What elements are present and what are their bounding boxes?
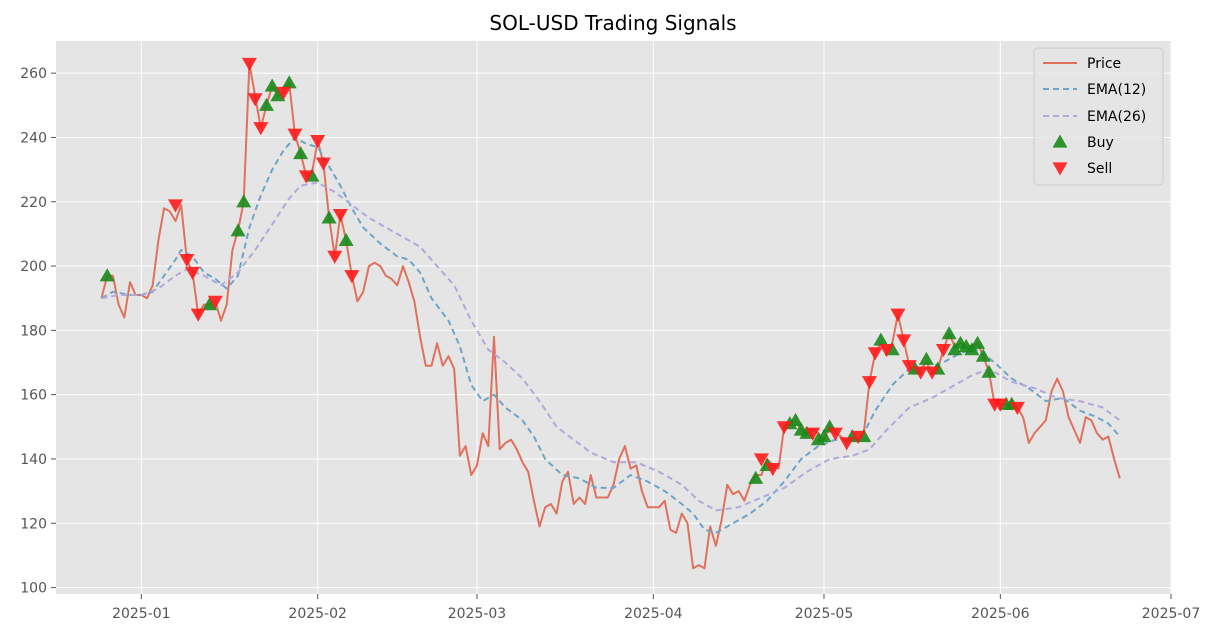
legend: Price EMA(12) EMA(26) Buy Sell: [1033, 47, 1164, 186]
sell-signal-marker: [913, 366, 929, 380]
x-tick-label: 2025-07: [1142, 606, 1201, 622]
sell-signal-marker: [253, 122, 269, 136]
sell-signal-marker: [167, 199, 183, 213]
sell-signal-marker: [190, 308, 206, 322]
sell-signal-marker: [776, 421, 792, 435]
legend-label: Sell: [1087, 161, 1112, 177]
sell-signal-marker: [901, 360, 917, 374]
legend-label: EMA(12): [1087, 82, 1146, 98]
sell-signal-marker: [765, 462, 781, 477]
buy-signal-marker: [816, 428, 832, 443]
x-tick-label: 2025-03: [448, 606, 507, 622]
y-tick-label: 220: [20, 195, 47, 211]
sell-signal-marker: [839, 437, 855, 451]
sell-signal-marker: [298, 170, 314, 184]
buy-signal-marker: [321, 210, 337, 224]
y-tick-label: 100: [20, 581, 47, 597]
legend-swatch-sell: [1052, 162, 1068, 176]
y-tick-label: 160: [20, 388, 47, 404]
legend-label: EMA(26): [1087, 109, 1146, 125]
x-tick-label: 2025-05: [795, 606, 854, 622]
chart-title: SOL-USD Trading Signals: [489, 11, 736, 35]
y-axis: 100 120 140 160 180 200 220 240 260: [20, 66, 56, 597]
legend-swatch-buy: [1052, 134, 1068, 148]
x-tick-label: 2025-04: [624, 606, 683, 622]
buy-signal-marker: [338, 232, 354, 246]
sell-signal-marker: [310, 135, 326, 149]
buy-signal-marker: [281, 75, 297, 89]
sell-signal-marker: [276, 86, 292, 100]
sell-signal-marker: [753, 453, 769, 467]
sell-signal-marker: [935, 344, 951, 358]
ema26-line: [101, 181, 1121, 512]
sell-signal-marker: [207, 295, 223, 309]
sell-signal-marker: [879, 344, 895, 358]
x-tick-label: 2025-06: [971, 606, 1030, 622]
sell-signal-marker: [896, 334, 912, 348]
y-tick-label: 200: [20, 259, 47, 275]
sell-signal-marker: [332, 208, 348, 223]
sell-signal-marker: [861, 376, 877, 390]
y-tick-label: 260: [20, 66, 47, 82]
y-tick-label: 180: [20, 323, 47, 339]
sell-signal-marker: [287, 128, 303, 142]
y-tick-label: 120: [20, 516, 47, 532]
buy-signal-marker: [970, 335, 986, 349]
sell-signal-marker: [247, 93, 263, 107]
buy-signal-marker: [975, 348, 991, 362]
buy-signal-marker: [264, 78, 280, 92]
sell-signal-marker: [327, 250, 343, 264]
sell-signal-marker: [924, 366, 940, 380]
sell-signal-marker: [992, 398, 1008, 412]
sell-signal-marker: [890, 308, 906, 322]
plot-area: [56, 41, 1171, 594]
buy-signal-marker: [236, 194, 252, 208]
sell-signal-marker: [867, 347, 883, 361]
buy-signal-marker: [99, 268, 115, 282]
x-tick-label: 2025-01: [112, 606, 171, 622]
ema12-line: [101, 136, 1121, 534]
sell-signal-marker: [805, 427, 821, 441]
sell-signal-marker: [827, 427, 843, 441]
sell-signal-marker: [1009, 401, 1025, 416]
signal-markers: [99, 57, 1025, 484]
y-tick-label: 140: [20, 452, 47, 468]
legend-label: Price: [1087, 56, 1121, 72]
sell-signal-marker: [241, 57, 257, 72]
sell-signal-marker: [315, 157, 331, 171]
buy-signal-marker: [788, 412, 804, 427]
sell-signal-marker: [179, 254, 195, 268]
sell-signal-marker: [185, 266, 201, 280]
buy-signal-marker: [270, 88, 286, 102]
buy-signal-marker: [202, 297, 218, 311]
buy-signal-marker: [748, 470, 764, 484]
sell-signal-marker: [850, 430, 866, 444]
sell-signal-marker: [344, 270, 360, 284]
legend-label: Buy: [1087, 135, 1114, 151]
legend-box: [1033, 47, 1164, 186]
buy-signal-marker: [230, 223, 246, 237]
buy-signal-marker: [918, 351, 934, 365]
buy-signal-marker: [873, 332, 889, 346]
y-tick-label: 240: [20, 130, 47, 146]
buy-signal-marker: [258, 97, 274, 111]
buy-signal-marker: [941, 326, 957, 340]
x-tick-label: 2025-02: [288, 606, 347, 622]
buy-signal-marker: [293, 146, 309, 160]
buy-signal-marker: [981, 364, 997, 378]
x-axis: 2025-01 2025-02 2025-03 2025-04 2025-05 2025-…: [112, 594, 1200, 622]
grid-lines: [56, 41, 1172, 594]
